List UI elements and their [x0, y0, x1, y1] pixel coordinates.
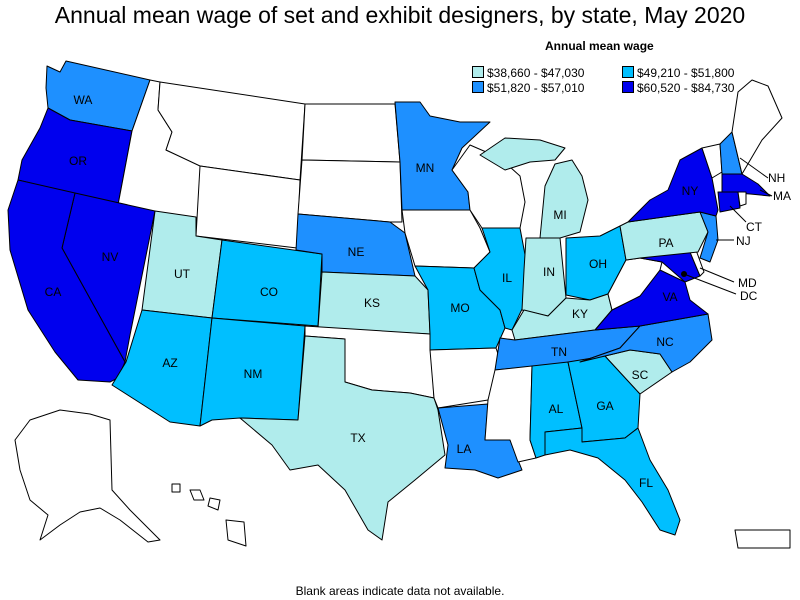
state-HI-1[interactable] [171, 483, 181, 493]
state-label-OR: OR [69, 154, 87, 168]
state-label-TN: TN [551, 345, 567, 359]
legend-label-class-2: $49,210 - $51,800 [637, 66, 735, 80]
legend-swatch-class-1 [472, 66, 484, 78]
legend-item-class-2: $49,210 - $51,800 [622, 66, 734, 80]
legend-swatch-class-3 [472, 81, 484, 93]
state-CT[interactable] [717, 191, 741, 213]
state-TX[interactable] [239, 335, 446, 541]
state-label-NM: NM [244, 367, 263, 381]
legend-label-class-1: $38,660 - $47,030 [487, 66, 585, 80]
state-label-FL: FL [639, 476, 653, 490]
dc-marker [681, 271, 687, 277]
state-label-MO: MO [450, 301, 469, 315]
state-PR[interactable] [734, 529, 791, 549]
state-HI-2[interactable] [189, 489, 205, 501]
state-label-MD: MD [738, 276, 757, 290]
state-label-CO: CO [260, 285, 278, 299]
state-label-NC: NC [656, 335, 674, 349]
legend-label-class-3: $51,820 - $57,010 [487, 81, 585, 95]
legend-item-class-1: $38,660 - $47,030 [472, 66, 584, 80]
state-MN[interactable] [394, 101, 491, 211]
state-label-WA: WA [74, 93, 93, 107]
state-label-KY: KY [572, 307, 588, 321]
state-NC[interactable] [579, 313, 713, 373]
legend-title: Annual mean wage [545, 39, 654, 53]
state-label-MA: MA [773, 189, 791, 203]
legend-item-class-4: $60,520 - $84,730 [622, 81, 734, 95]
state-label-NH: NH [768, 171, 785, 185]
state-HI-3[interactable] [207, 497, 221, 511]
state-label-DC: DC [740, 289, 758, 303]
legend-swatch-class-2 [622, 66, 634, 78]
state-AK[interactable] [14, 409, 161, 543]
legend-label-class-4: $60,520 - $84,730 [637, 81, 735, 95]
state-MI[interactable] [539, 159, 589, 239]
state-label-AZ: AZ [162, 356, 177, 370]
state-label-PA: PA [658, 236, 673, 250]
state-label-MI: MI [553, 208, 566, 222]
state-label-KS: KS [364, 296, 380, 310]
state-label-NY: NY [682, 184, 699, 198]
state-RI[interactable] [737, 191, 747, 207]
callout-line-NH [739, 157, 769, 179]
state-label-NJ: NJ [736, 234, 751, 248]
map-title: Annual mean wage of set and exhibit desi… [54, 2, 746, 28]
callout-line-CT [729, 205, 747, 223]
state-label-UT: UT [174, 267, 191, 281]
state-label-NV: NV [102, 250, 119, 264]
state-label-CA: CA [45, 285, 62, 299]
footnote: Blank areas indicate data not available. [295, 584, 505, 598]
state-label-AL: AL [549, 402, 564, 416]
state-CA[interactable] [7, 179, 126, 383]
state-label-NE: NE [348, 245, 365, 259]
state-label-OH: OH [589, 257, 607, 271]
state-label-IL: IL [502, 271, 512, 285]
state-label-TX: TX [350, 431, 365, 445]
state-label-GA: GA [596, 399, 613, 413]
state-FL[interactable] [544, 427, 681, 536]
state-label-CT: CT [746, 220, 763, 234]
state-label-LA: LA [457, 442, 472, 456]
callout-line-DC [683, 273, 737, 295]
state-IL[interactable] [473, 227, 527, 331]
legend-item-class-3: $51,820 - $57,010 [472, 81, 584, 95]
state-label-SC: SC [632, 368, 649, 382]
callout-line-MA [759, 189, 773, 197]
state-label-IN: IN [543, 265, 555, 279]
callout-line-MD [699, 267, 735, 283]
state-label-VA: VA [662, 290, 677, 304]
state-HI-4[interactable] [225, 519, 247, 547]
state-SD[interactable] [297, 159, 403, 223]
legend-swatch-class-4 [622, 81, 634, 93]
state-ME[interactable] [731, 79, 783, 175]
state-label-MN: MN [416, 161, 435, 175]
state-MI-upper[interactable] [479, 137, 566, 171]
